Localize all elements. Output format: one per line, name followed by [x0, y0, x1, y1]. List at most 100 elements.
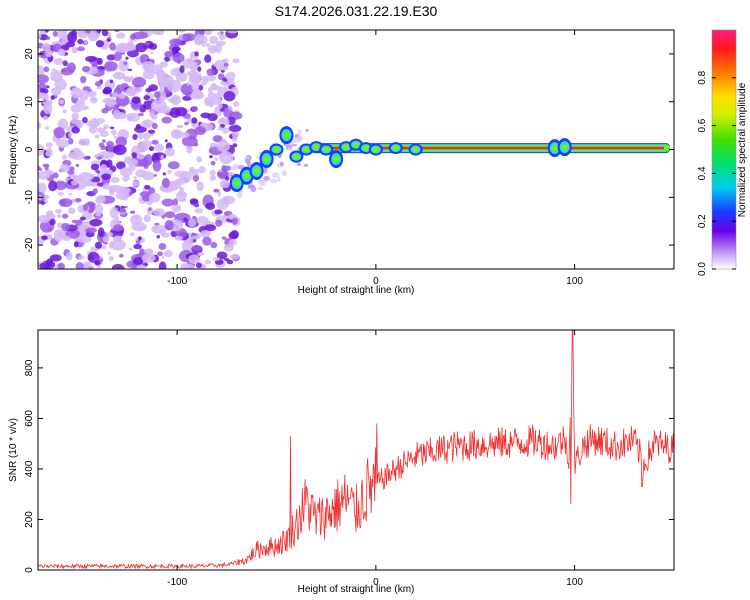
- noise-blob: [231, 81, 236, 85]
- noise-blob: [129, 210, 136, 214]
- noise-blob: [91, 66, 98, 71]
- noise-blob: [205, 74, 217, 82]
- noise-blob: [117, 93, 126, 100]
- noise-blob: [205, 43, 211, 47]
- noise-blob: [204, 54, 212, 63]
- noise-blob: [161, 116, 172, 124]
- signal-feature-inner: [283, 132, 290, 138]
- noise-blob: [214, 106, 219, 110]
- noise-blob: [89, 96, 98, 104]
- noise-blob: [183, 217, 188, 222]
- noise-blob: [112, 224, 124, 232]
- noise-blob: [126, 158, 138, 166]
- noise-blob: [94, 203, 104, 214]
- noise-blob: [89, 173, 95, 178]
- noise-blob: [184, 121, 189, 126]
- noise-blob: [148, 192, 161, 203]
- noise-blob: [109, 206, 119, 219]
- noise-blob: [94, 169, 100, 173]
- noise-blob: [156, 69, 165, 77]
- noise-blob: [60, 67, 74, 76]
- noise-blob: [101, 30, 108, 37]
- noise-blob: [215, 98, 223, 104]
- noise-blob: [106, 140, 114, 147]
- noise-blob: [228, 105, 233, 111]
- signal-feature-inner: [253, 168, 260, 174]
- noise-blob: [231, 136, 238, 142]
- noise-blob: [85, 55, 98, 63]
- noise-blob: [38, 182, 47, 195]
- noise-blob: [135, 42, 148, 53]
- noise-blob: [45, 85, 50, 89]
- noise-blob: [194, 208, 204, 214]
- noise-blob: [152, 160, 162, 172]
- noise-blob: [237, 192, 242, 199]
- spectrogram-y-tick-label: 20: [24, 48, 35, 60]
- noise-blob: [100, 145, 107, 150]
- noise-blob: [154, 222, 160, 226]
- noise-blob: [80, 75, 87, 84]
- noise-blob: [94, 134, 100, 139]
- snr-y-tick-label: 400: [24, 460, 35, 477]
- noise-blob: [94, 260, 101, 266]
- noise-blob: [85, 181, 90, 186]
- noise-blob: [305, 128, 309, 133]
- noise-blob: [81, 105, 88, 111]
- noise-blob: [143, 132, 151, 141]
- noise-blob: [171, 204, 182, 213]
- noise-blob: [123, 61, 128, 65]
- noise-blob: [57, 118, 68, 130]
- noise-blob: [180, 263, 190, 269]
- noise-blob: [191, 117, 198, 124]
- noise-blob: [38, 74, 49, 84]
- noise-blob: [200, 36, 205, 43]
- noise-blob: [164, 139, 168, 143]
- noise-blob: [216, 251, 228, 260]
- noise-blob: [182, 33, 191, 41]
- noise-blob: [191, 105, 198, 112]
- noise-blob: [83, 156, 90, 160]
- noise-blob: [87, 30, 99, 42]
- noise-blob: [296, 136, 302, 143]
- noise-blob: [61, 154, 68, 160]
- noise-blob: [102, 97, 117, 104]
- noise-blob: [132, 181, 139, 187]
- noise-blob: [219, 179, 230, 189]
- noise-blob: [38, 215, 50, 224]
- noise-blob: [198, 30, 206, 35]
- noise-blob: [92, 188, 98, 194]
- noise-blob: [91, 63, 96, 68]
- noise-blob: [232, 131, 240, 138]
- noise-blob: [164, 220, 174, 231]
- noise-blob: [214, 157, 219, 162]
- noise-blob: [109, 79, 114, 84]
- noise-blob: [83, 40, 88, 45]
- noise-blob: [163, 250, 173, 258]
- noise-blob: [74, 197, 82, 203]
- noise-blob: [175, 71, 188, 82]
- noise-blob: [41, 235, 48, 240]
- noise-blob: [216, 32, 222, 36]
- noise-blob: [102, 183, 111, 190]
- noise-blob: [174, 106, 188, 117]
- noise-blob: [52, 30, 59, 37]
- noise-blob: [102, 236, 110, 243]
- noise-blob: [150, 30, 163, 35]
- noise-blob: [172, 130, 181, 139]
- noise-blob: [77, 225, 83, 231]
- noise-blob: [113, 109, 121, 120]
- noise-blob: [67, 170, 75, 175]
- noise-blob: [96, 127, 106, 133]
- noise-blob: [200, 229, 211, 238]
- noise-blob: [192, 174, 199, 182]
- noise-blob: [162, 172, 167, 176]
- noise-blob: [68, 207, 76, 214]
- noise-blob: [61, 222, 70, 231]
- noise-blob: [164, 56, 170, 62]
- noise-blob: [228, 124, 242, 133]
- noise-blob: [126, 77, 132, 83]
- noise-blob: [88, 124, 98, 134]
- noise-blob: [96, 156, 102, 160]
- noise-blob: [144, 184, 151, 190]
- noise-blob: [303, 163, 309, 168]
